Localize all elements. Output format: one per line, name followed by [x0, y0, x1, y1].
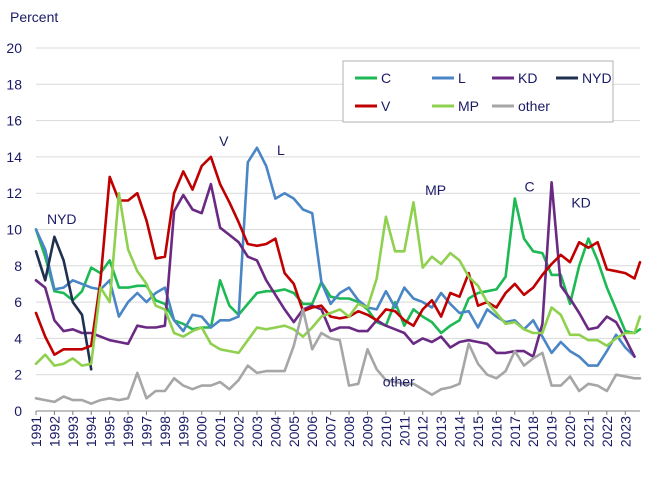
x-tick-label: 2015 [470, 416, 486, 447]
legend-label-kd: KD [518, 70, 537, 86]
x-tick-label: 1991 [28, 416, 44, 447]
x-tick-label: 1995 [102, 416, 118, 447]
x-tick-label: 2017 [507, 416, 523, 447]
annotation-v: V [219, 133, 229, 149]
x-tick-label: 1994 [83, 416, 99, 447]
annotation-other: other [383, 373, 415, 389]
annotation-kd: KD [571, 195, 590, 211]
y-tick-label: 4 [14, 330, 22, 346]
x-tick-label: 2007 [323, 416, 339, 447]
x-tick-label: 2003 [249, 416, 265, 447]
legend-box [342, 60, 614, 123]
legend-label-l: L [458, 70, 466, 86]
legend-label-nyd: NYD [582, 70, 612, 86]
y-axis-label: Percent [10, 9, 58, 25]
x-tick-label: 2018 [525, 416, 541, 447]
x-tick-label: 2004 [267, 416, 283, 447]
x-tick-label: 2021 [580, 416, 596, 447]
y-tick-label: 2 [14, 367, 22, 383]
legend-label-c: C [381, 70, 391, 86]
x-tick-label: 2022 [599, 416, 615, 447]
series-line-other [34, 308, 642, 406]
annotations: NYD V L MP C KD other [47, 133, 591, 389]
annotation-mp: MP [425, 182, 446, 198]
x-tick-label: 2013 [433, 416, 449, 447]
x-tick-label: 2012 [415, 416, 431, 447]
x-tick-label: 1999 [175, 416, 191, 447]
x-tick-label: 2014 [452, 416, 468, 447]
x-tick-label: 2008 [341, 416, 357, 447]
x-tick-label: 1998 [157, 416, 173, 447]
x-tick-label: 2019 [544, 416, 560, 447]
x-tick-label: 1992 [46, 416, 62, 447]
legend: C L KD NYD V MP other [342, 60, 614, 123]
series-line-v [34, 155, 642, 357]
annotation-l: L [277, 142, 285, 158]
x-tick-label: 2009 [359, 416, 375, 447]
x-tick-label: 2002 [231, 416, 247, 447]
series-line-mp [34, 191, 642, 367]
x-tick-label: 2005 [286, 416, 302, 447]
series-lines [34, 146, 642, 406]
series-line-l [34, 146, 636, 367]
x-tick-label: 2000 [194, 416, 210, 447]
x-tick-label: 1997 [138, 416, 154, 447]
x-tick-label: 2006 [304, 416, 320, 447]
y-tick-label: 12 [6, 185, 22, 201]
series-line-c [34, 197, 642, 335]
legend-label-mp: MP [458, 98, 479, 114]
series-line-kd [34, 181, 636, 358]
y-tick-labels: 0 2 4 6 8 10 12 14 16 18 20 [6, 40, 22, 419]
y-tick-label: 6 [14, 294, 22, 310]
y-tick-label: 10 [6, 222, 22, 238]
x-tick-label: 2016 [488, 416, 504, 447]
series-line-nyd [34, 235, 93, 371]
y-tick-label: 0 [14, 403, 22, 419]
x-tick-label: 1996 [120, 416, 136, 447]
x-tick-label: 2020 [562, 416, 578, 447]
annotation-nyd: NYD [47, 211, 77, 227]
annotation-c: C [524, 178, 534, 194]
x-tick-label: 2023 [617, 416, 633, 447]
x-tick-label: 2001 [212, 416, 228, 447]
x-tick-labels: 1991 1992 1993 1994 1995 1996 1997 1998 1999 2000… [28, 411, 633, 447]
legend-label-other: other [518, 98, 550, 114]
y-tick-label: 18 [6, 76, 22, 92]
x-tick-label: 2010 [378, 416, 394, 447]
y-tick-label: 8 [14, 258, 22, 274]
y-tick-label: 20 [6, 40, 22, 56]
x-tick-label: 1993 [65, 416, 81, 447]
x-tick-label: 2011 [396, 416, 412, 446]
y-tick-label: 16 [6, 113, 22, 129]
legend-label-v: V [381, 98, 391, 114]
y-tick-label: 14 [6, 149, 22, 165]
